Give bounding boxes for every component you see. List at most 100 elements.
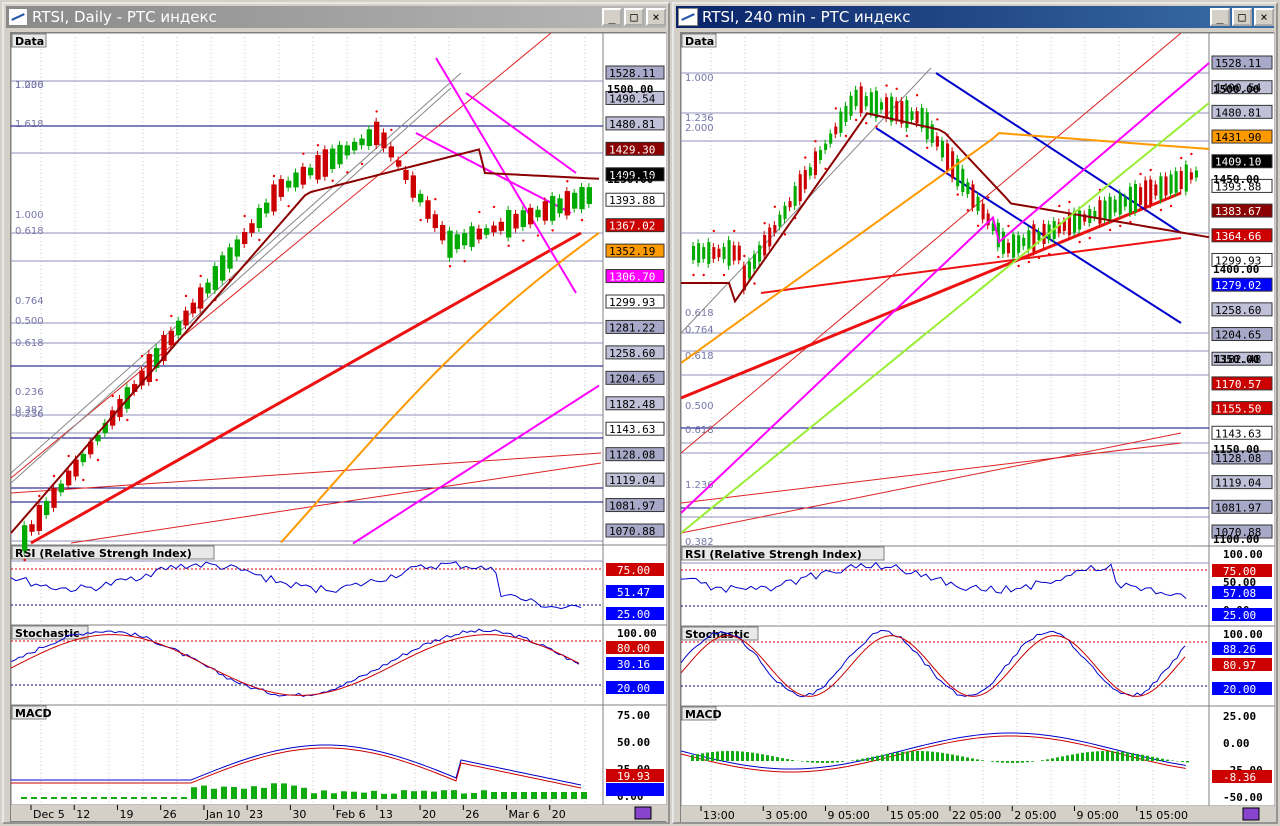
left-titlebar[interactable]: RTSI, Daily - РТС индекс _ □ ×: [6, 6, 666, 28]
candle-body: [80, 453, 86, 463]
macd-histogram-bar: [911, 751, 914, 761]
candle-body: [1169, 174, 1173, 194]
candle-body: [88, 441, 94, 455]
sar-dot: [243, 214, 246, 218]
macd-histogram-bar: [956, 755, 959, 761]
price-tag: [605, 472, 665, 487]
macd-histogram-bar: [876, 755, 879, 761]
candle-body: [308, 167, 314, 176]
candle-body: [981, 203, 985, 220]
sar-dot: [905, 134, 909, 138]
candle-body: [813, 151, 817, 176]
fib-label: 0.764: [685, 325, 714, 336]
macd-histogram-bar: [761, 754, 764, 761]
macd-histogram-bar: [1141, 754, 1144, 761]
candle-body: [1012, 234, 1016, 258]
ma-long-line: [352, 384, 600, 545]
price-tag-label: 1429.30: [609, 143, 655, 156]
candle-body: [803, 170, 807, 190]
close-button[interactable]: ×: [646, 8, 666, 26]
macd-histogram-bar: [1111, 751, 1114, 761]
sar-dot: [23, 558, 26, 562]
right-chart-area[interactable]: Data RSI (Relative Strengh Index) Stochast…: [680, 32, 1275, 823]
maximize-button[interactable]: □: [1232, 8, 1252, 26]
candle-body: [410, 175, 416, 198]
fib-label: 1.000: [685, 73, 714, 84]
minimize-button[interactable]: _: [1210, 8, 1230, 26]
left-chart-window[interactable]: RTSI, Daily - РТС индекс _ □ × Data RSI (…: [2, 2, 670, 824]
macd-histogram-bar: [501, 792, 507, 799]
right-titlebar[interactable]: RTSI, 240 min - РТС индекс _ □ ×: [676, 6, 1274, 28]
macd-histogram-bar: [211, 788, 217, 799]
indicator-tag: [1212, 658, 1272, 671]
stoch-d-line: [681, 635, 1186, 697]
macd-histogram-bar: [926, 751, 929, 761]
candle-body: [1062, 221, 1066, 231]
chart-app-icon: [678, 8, 698, 26]
candle-body: [572, 192, 578, 209]
close-button[interactable]: ×: [1254, 8, 1274, 26]
macd-histogram-bar: [581, 792, 587, 799]
left-chart-area[interactable]: Data RSI (Relative Strengh Index) Stochast…: [10, 32, 667, 823]
sar-dot: [976, 224, 980, 227]
left-chart-canvas[interactable]: Data RSI (Relative Strengh Index) Stochast…: [11, 33, 667, 823]
channel-upper-line: [11, 33, 552, 479]
macd-histogram-bar: [1061, 756, 1064, 761]
sar-dot: [743, 254, 746, 258]
price-tag-label: 1490.54: [609, 92, 656, 105]
candle-body: [344, 145, 350, 156]
support-trend-line: [30, 231, 582, 545]
macd-histogram-bar: [696, 754, 699, 761]
macd-histogram-bar: [441, 790, 447, 799]
price-tag: [1211, 376, 1273, 391]
sar-dot: [1037, 256, 1041, 260]
price-tag-label: 1119.04: [1215, 477, 1262, 490]
maximize-button[interactable]: □: [624, 8, 644, 26]
sar-dot: [1119, 224, 1122, 228]
candle-body: [1184, 164, 1188, 192]
candle-body: [513, 213, 519, 229]
candle-body: [476, 228, 482, 240]
panel-frame: [681, 705, 1275, 807]
macd-histogram-bar: [721, 751, 724, 761]
macd-histogram-bar: [751, 752, 754, 761]
sar-dot: [1108, 228, 1112, 232]
macd-histogram-bar: [856, 759, 859, 761]
sar-dot: [155, 378, 158, 382]
macd-histogram-bar: [1006, 761, 1009, 763]
macd-histogram-bar: [931, 751, 934, 761]
indicator-tag-label: 25.00: [617, 608, 650, 621]
indicator-tag: [606, 607, 664, 620]
macd-histogram-bar: [801, 761, 804, 762]
indicator-tag-label: 19.93: [617, 770, 650, 783]
macd-histogram-bar: [771, 756, 774, 761]
price-tag: [605, 345, 665, 360]
candle-body: [293, 172, 299, 188]
price-tag-label: 1204.65: [1215, 329, 1261, 342]
right-chart-window[interactable]: RTSI, 240 min - РТС индекс _ □ × Data RSI…: [672, 2, 1278, 824]
fib-label: 0.618: [15, 226, 44, 237]
price-tag: [605, 396, 665, 411]
fib-label: 0.236: [15, 387, 44, 398]
candle-body: [337, 144, 343, 165]
price-tag-label: 1383.67: [1215, 205, 1261, 218]
price-tag: [1211, 203, 1273, 218]
macd-histogram-bar: [51, 797, 57, 799]
candle-body: [176, 320, 182, 336]
macd-histogram-bar: [896, 752, 899, 761]
candle-body: [212, 266, 218, 290]
macd-histogram-bar: [91, 797, 97, 799]
indicator-tag: [1212, 642, 1272, 655]
candle-body: [793, 186, 797, 206]
candle-body: [1017, 235, 1021, 253]
candle-body: [234, 239, 240, 257]
candle-body: [36, 505, 42, 531]
minimize-button[interactable]: _: [602, 8, 622, 26]
macd-histogram-bar: [31, 797, 37, 799]
candle-body: [557, 198, 563, 214]
price-tag-label: 1528.11: [609, 67, 655, 80]
candle-body: [763, 234, 767, 256]
sar-dot: [522, 239, 525, 242]
macd-histogram-bar: [881, 754, 884, 761]
